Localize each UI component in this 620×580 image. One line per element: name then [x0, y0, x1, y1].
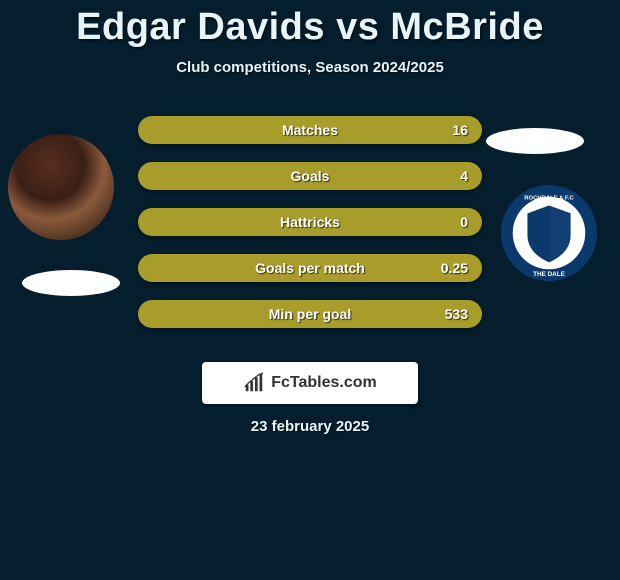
stat-value: 4 [460, 168, 468, 184]
stat-label: Goals per match [255, 260, 365, 276]
branding-text: FcTables.com [271, 374, 377, 392]
chart-icon [243, 372, 265, 394]
stat-value: 0 [460, 214, 468, 230]
crest-top-text: ROCHDALE A.F.C [524, 196, 574, 202]
player-right-flag [486, 128, 584, 154]
stat-bar: Goals 4 [138, 162, 482, 190]
stat-label: Min per goal [269, 306, 351, 322]
stat-value: 0.25 [441, 260, 468, 276]
stat-label: Matches [282, 122, 338, 138]
branding-badge: FcTables.com [202, 362, 418, 404]
stat-value: 16 [452, 122, 468, 138]
crest-bottom-text: THE DALE [533, 271, 565, 278]
crest-icon: ROCHDALE A.F.C THE DALE [500, 184, 598, 282]
stat-label: Goals [291, 168, 330, 184]
player-right-crest: ROCHDALE A.F.C THE DALE [500, 184, 598, 282]
page-subtitle: Club competitions, Season 2024/2025 [0, 59, 620, 76]
stat-value: 533 [445, 306, 468, 322]
stat-label: Hattricks [280, 214, 340, 230]
player-left-flag [22, 270, 120, 296]
stat-bar: Goals per match 0.25 [138, 254, 482, 282]
stat-bar: Matches 16 [138, 116, 482, 144]
page-title: Edgar Davids vs McBride [0, 0, 620, 49]
stat-bar: Min per goal 533 [138, 300, 482, 328]
player-left-avatar [8, 134, 114, 240]
stat-bars: Matches 16 Goals 4 Hattricks 0 Goals per… [138, 116, 482, 346]
stat-bar: Hattricks 0 [138, 208, 482, 236]
date-line: 23 february 2025 [251, 418, 369, 435]
